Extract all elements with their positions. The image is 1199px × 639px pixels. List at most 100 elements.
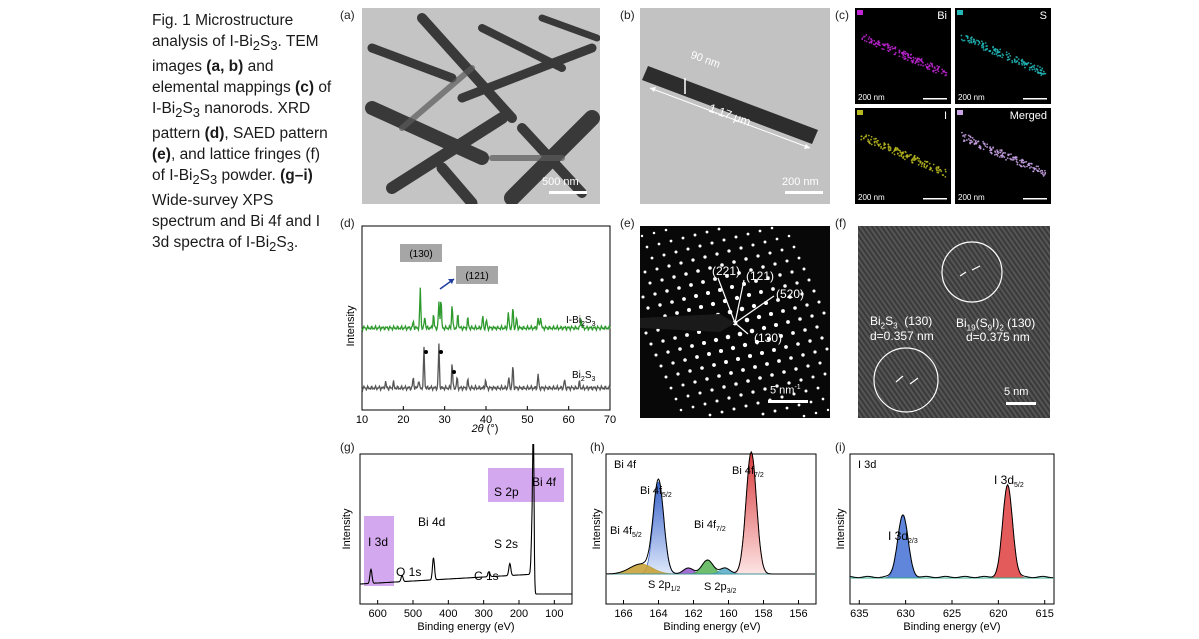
- peak-bi4f72-sat: Bi 4f7/2: [694, 519, 726, 533]
- saed-image: [640, 226, 830, 418]
- saed-spot: [646, 246, 649, 249]
- ring-130: (130): [754, 331, 782, 345]
- map-scale-bar: 200 nm: [858, 93, 885, 102]
- saed-spot: [721, 411, 724, 414]
- saed-spot: [694, 294, 698, 298]
- saed-spot: [731, 346, 735, 350]
- saed-spot: [743, 343, 747, 347]
- peak-s2p32: S 2p3/2: [704, 581, 736, 595]
- saed-spot: [711, 302, 715, 306]
- saed-spot: [666, 350, 669, 353]
- peak-c1s: C 1s: [474, 569, 499, 583]
- saed-spot: [733, 408, 736, 411]
- saed-spot: [810, 314, 813, 317]
- peak-label-121: (121): [465, 271, 488, 282]
- saed-spot: [744, 404, 747, 407]
- saed-spot: [781, 249, 784, 252]
- caption-text: powder.: [217, 167, 276, 184]
- saed-spot: [649, 342, 652, 345]
- saed-spot: [707, 352, 711, 356]
- xrd-ylabel: Intensity: [345, 305, 357, 346]
- saed-spot: [695, 355, 699, 359]
- saed-spot: [661, 339, 664, 342]
- saed-spot: [715, 399, 718, 402]
- saed-spot: [712, 363, 716, 367]
- saed-spot: [772, 348, 776, 352]
- series-label-bi2s3: Bi2S3: [572, 370, 595, 383]
- map-scale-bar: 200 nm: [958, 93, 985, 102]
- i3d-highlight: [364, 516, 394, 586]
- saed-spot: [801, 353, 804, 356]
- saed-spot: [715, 252, 718, 255]
- sub: 2: [192, 172, 199, 187]
- saed-spot: [753, 365, 757, 369]
- saed-spot: [665, 229, 668, 232]
- saed-spot: [745, 318, 750, 323]
- saed-spot: [798, 404, 801, 407]
- peak-s2s: S 2s: [494, 537, 518, 551]
- caption-ref: (g–i): [280, 167, 313, 184]
- saed-spot: [675, 398, 678, 401]
- saed-spot: [658, 303, 661, 306]
- saed-spot: [824, 373, 827, 376]
- saed-spot: [727, 396, 730, 399]
- map-merged: Merged 200 nm: [955, 108, 1051, 204]
- xrd-tick-label: 30: [439, 414, 451, 426]
- sub: 3: [193, 105, 200, 120]
- panel-a-label: (a): [340, 8, 355, 22]
- saed-spot: [701, 280, 705, 284]
- saed-spot: [741, 368, 745, 372]
- scale-bar-e: 5 nm-1: [770, 384, 801, 397]
- peak-i3d: I 3d: [368, 535, 388, 549]
- bi4f-chart: 166 164 162 160 158 156 Intensity Binding ene…: [592, 444, 824, 636]
- saed-spot: [719, 349, 723, 353]
- panel-h-xps: 166 164 162 160 158 156 Intensity Binding ene…: [592, 444, 824, 636]
- saed-spot: [687, 308, 691, 312]
- saed-spot: [655, 267, 658, 270]
- panel-d-xrd: 10 20 30 40 50 60 70 Intensity 2θ (°) (130) (1…: [340, 216, 620, 438]
- xrd-tick-label: 60: [563, 414, 575, 426]
- xps-tick-label: 164: [649, 608, 667, 620]
- saed-spot: [736, 357, 740, 361]
- saed-spot: [752, 304, 756, 308]
- map-rod: [961, 132, 1046, 177]
- phase1-label: Bi2S3 (130): [870, 314, 932, 330]
- saed-spot: [795, 281, 798, 284]
- saed-spot: [769, 312, 773, 316]
- saed-spot: [714, 338, 718, 342]
- saed-spot: [706, 231, 709, 234]
- saed-spot: [818, 361, 821, 364]
- saed-spot: [663, 254, 666, 257]
- xps-tick-label: 160: [719, 608, 737, 620]
- saed-spot: [805, 303, 808, 306]
- panel-c-label: (c): [835, 8, 849, 22]
- saed-spot: [817, 300, 820, 303]
- tem-image-a: [362, 8, 600, 204]
- saed-spot: [653, 232, 656, 235]
- saed-spot: [788, 235, 791, 238]
- saed-spot: [812, 289, 815, 292]
- saed-spot: [770, 373, 774, 377]
- saed-spot: [785, 259, 788, 262]
- saed-spot: [757, 315, 761, 319]
- ring-121: (121): [746, 269, 774, 283]
- saed-spot: [791, 331, 795, 335]
- saed-spot: [693, 380, 696, 383]
- saed-spot: [762, 413, 765, 416]
- saed-spot: [660, 278, 663, 281]
- saed-spot: [705, 377, 708, 380]
- map-element-label: Bi: [937, 10, 947, 22]
- saed-spot: [682, 297, 686, 301]
- xps-h-ylabel: Intensity: [592, 508, 603, 549]
- map-rod: [861, 34, 947, 76]
- xps-tick-label: 400: [439, 608, 457, 620]
- component-1: [606, 452, 816, 574]
- sub: 3: [270, 38, 277, 53]
- xps-tick-label: 166: [614, 608, 632, 620]
- saed-spot: [726, 335, 730, 339]
- saed-spot: [670, 300, 674, 304]
- map-element-label: S: [1040, 10, 1047, 22]
- saed-spot: [803, 415, 806, 418]
- saed-spot: [692, 406, 695, 409]
- peak-s2p12: S 2p1/2: [648, 579, 680, 593]
